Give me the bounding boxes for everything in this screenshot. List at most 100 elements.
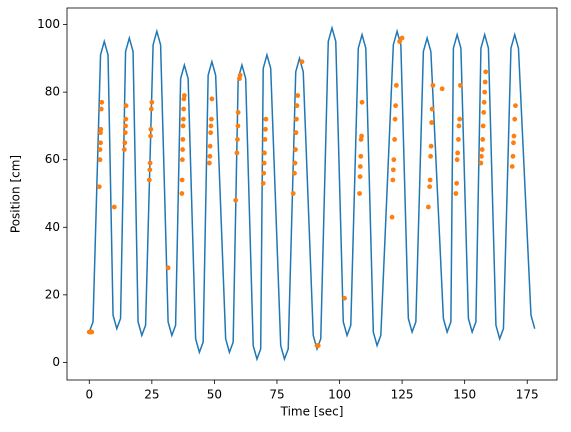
spike-point — [511, 140, 516, 146]
x-tick-label: 0 — [85, 388, 93, 402]
spike-point — [511, 133, 517, 139]
x-tick-label: 25 — [144, 388, 159, 402]
spike-point — [148, 133, 153, 139]
spike-point — [294, 103, 300, 109]
position-trace — [88, 25, 536, 362]
x-tick-label: 125 — [391, 388, 414, 402]
spike-point — [261, 170, 267, 176]
spike-point — [428, 143, 434, 149]
spike-point — [121, 147, 127, 152]
y-tick-label: 80 — [45, 85, 60, 99]
spike-point — [148, 126, 154, 132]
spike-point — [89, 329, 95, 335]
spike-point — [509, 164, 515, 169]
spike-point — [294, 116, 299, 122]
spike-point — [454, 157, 460, 163]
spike-point — [390, 167, 396, 173]
spike-point — [262, 137, 268, 142]
spike-point — [209, 96, 215, 102]
spike-point — [389, 214, 395, 220]
spike-point — [392, 137, 397, 142]
spike-point — [512, 116, 518, 122]
y-tick-label: 100 — [37, 17, 60, 31]
spike-point — [180, 147, 186, 152]
spike-point — [179, 157, 185, 163]
spike-point — [481, 110, 487, 115]
spike-point — [427, 177, 433, 183]
x-axis-label: Time [sec] — [280, 405, 344, 419]
spike-point — [122, 140, 128, 146]
y-tick-label: 0 — [52, 355, 60, 369]
spike-point — [123, 123, 128, 129]
spike-point — [391, 157, 397, 163]
spike-point — [207, 143, 213, 149]
spike-point — [149, 99, 155, 105]
spike-point — [393, 82, 399, 88]
x-tick-label: 175 — [516, 388, 539, 402]
spike-point — [428, 153, 434, 159]
spike-point — [206, 160, 212, 166]
spike-point — [147, 167, 153, 173]
spike-point — [97, 157, 103, 163]
spike-point — [456, 123, 462, 129]
spike-point — [357, 164, 363, 169]
spike-point — [478, 160, 484, 166]
spike-point — [292, 170, 297, 176]
spike-point — [427, 184, 433, 190]
spike-point — [390, 177, 396, 183]
spike-point — [263, 116, 269, 122]
spike-point — [263, 126, 268, 132]
spike-point — [181, 93, 187, 98]
spike-point — [513, 103, 518, 109]
x-tick-label: 150 — [453, 388, 476, 402]
spike-point — [260, 180, 266, 186]
spike-point — [479, 147, 485, 152]
spike-point — [292, 160, 298, 166]
spike-point — [180, 116, 186, 122]
spike-point — [358, 153, 364, 159]
spike-point — [96, 184, 102, 190]
spike-point — [439, 86, 445, 92]
spike-point — [123, 116, 129, 122]
y-tick-label: 60 — [45, 152, 60, 166]
spike-point — [235, 137, 240, 142]
spike-point — [357, 191, 362, 196]
spike-point — [98, 106, 104, 112]
y-tick-label: 20 — [45, 287, 60, 301]
spike-point — [122, 130, 128, 136]
spike-point — [179, 191, 185, 196]
spike-point — [479, 153, 484, 159]
spike-point — [483, 69, 489, 75]
spike-point — [359, 133, 364, 139]
spike-point — [481, 99, 487, 105]
spike-point — [180, 123, 186, 129]
spike-point — [393, 103, 398, 109]
spike-point — [482, 79, 488, 85]
spike-point — [342, 295, 347, 301]
spike-point — [235, 110, 241, 115]
spike-point — [147, 160, 153, 166]
spike-point — [99, 99, 105, 105]
spike-point — [293, 147, 298, 152]
spike-point — [455, 150, 461, 156]
spike-point — [234, 150, 240, 156]
y-axis-label: Position [cm] — [9, 155, 23, 233]
spike-point — [165, 265, 171, 271]
x-tick-label: 100 — [328, 388, 351, 402]
spike-point — [98, 126, 104, 132]
spike-point — [359, 99, 365, 105]
spike-point — [123, 103, 129, 109]
spike-point — [293, 130, 299, 136]
spike-point — [299, 59, 305, 65]
spike-point — [290, 191, 296, 196]
spike-point — [111, 204, 117, 210]
spike-point — [480, 123, 486, 129]
spike-point — [207, 153, 213, 159]
spike-point — [97, 147, 103, 152]
spike-point — [237, 72, 243, 78]
spike-point — [510, 153, 516, 159]
spike-point — [235, 123, 241, 129]
spike-point — [208, 130, 214, 136]
spike-point — [146, 177, 152, 183]
